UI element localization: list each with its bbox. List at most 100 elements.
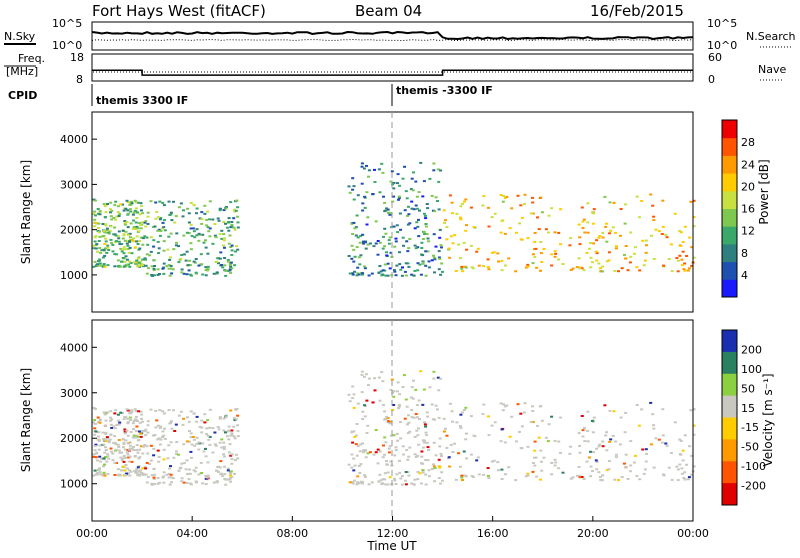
velocity-echo [98,418,102,421]
velocity-echo [365,399,369,402]
velocity-echo [605,469,609,472]
velocity-echo [195,436,199,439]
power-echo [492,251,496,254]
power-echo [94,221,98,224]
velocity-echo [651,413,655,416]
velocity-echo [613,478,617,481]
velocity-echo [624,411,628,414]
power-echo [353,255,357,258]
power-echo [197,264,201,267]
power-echo [92,247,96,250]
velocity-echo [104,456,108,458]
velocity-echo [499,402,503,405]
velocity-echo [169,420,173,423]
velocity-echo [559,451,562,454]
velocity-echo [104,440,108,443]
velocity-echo [378,473,382,476]
power-echo [407,205,410,208]
power-echo [544,228,548,231]
velocity-echo [229,409,233,412]
velocity-echo [131,422,135,425]
power-echo [113,226,117,229]
velocity-echo [94,456,98,459]
power-echo [229,261,233,264]
velocity-echo [649,401,653,404]
power-echo [546,231,550,234]
velocity-echo [154,426,158,429]
power-echo [212,272,216,275]
velocity-echo [363,474,367,477]
power-echo [118,213,122,216]
power-echo [645,244,648,247]
velocity-echo [229,454,233,457]
power-echo [640,200,644,202]
velocity-echo [102,443,106,446]
power-echo [403,270,407,273]
power-echo [347,255,351,257]
velocity-echo [122,418,126,421]
power-echo [213,223,217,225]
power-echo [202,241,206,244]
velocity-echo [592,451,596,454]
velocity-echo [690,454,694,457]
velocity-echo [134,436,138,439]
power-echo [205,224,209,227]
velocity-echo [437,477,441,479]
velocity-echo [410,386,414,389]
power-echo [660,233,664,235]
power-echo [652,215,656,218]
power-echo [363,265,367,268]
velocity-echo [150,474,154,477]
velocity-echo [198,425,202,428]
power-colorbar-swatch [722,190,737,209]
power-echo [383,210,387,213]
power-echo [686,269,690,272]
velocity-echo [150,482,154,485]
power-echo [139,224,143,227]
power-echo [137,230,141,233]
velocity-echo [531,470,535,473]
velocity-echo [213,443,217,446]
cpid-label: CPID [8,89,37,102]
power-echo [364,247,368,250]
power-echo [169,213,173,216]
power-echo [138,247,142,250]
power-echo [496,252,500,255]
velocity-echo [109,416,112,419]
power-echo [97,260,101,263]
power-echo [604,225,608,228]
velocity-echo [436,408,439,411]
power-echo [462,241,466,244]
power-echo [427,260,431,263]
velocity-echo [383,418,387,421]
velocity-echo [578,451,582,454]
velocity-echo [118,421,122,424]
power-echo [201,233,205,236]
power-echo [442,209,446,212]
velocity-echo [132,449,136,451]
power-echo [575,266,579,269]
velocity-echo [120,469,123,472]
velocity-echo [135,425,139,428]
power-colorbar-tick: 28 [741,136,755,149]
velocity-echo [393,479,397,482]
velocity-echo [222,417,226,420]
power-echo [493,212,497,215]
power-echo [437,208,441,211]
freq-unit-label: [MHz] [6,65,38,78]
velocity-echo [109,419,112,422]
power-echo [185,273,189,276]
velocity-echo [141,445,145,448]
power-echo [197,239,201,242]
power-echo [577,223,581,226]
velocity-echo [445,446,449,449]
velocity-echo [137,470,141,473]
velocity-echo [500,428,504,431]
power-echo [102,263,106,265]
power-echo [690,264,694,267]
power-echo [102,248,106,251]
velocity-echo [392,434,396,437]
velocity-echo [379,479,383,482]
power-echo [114,240,118,243]
